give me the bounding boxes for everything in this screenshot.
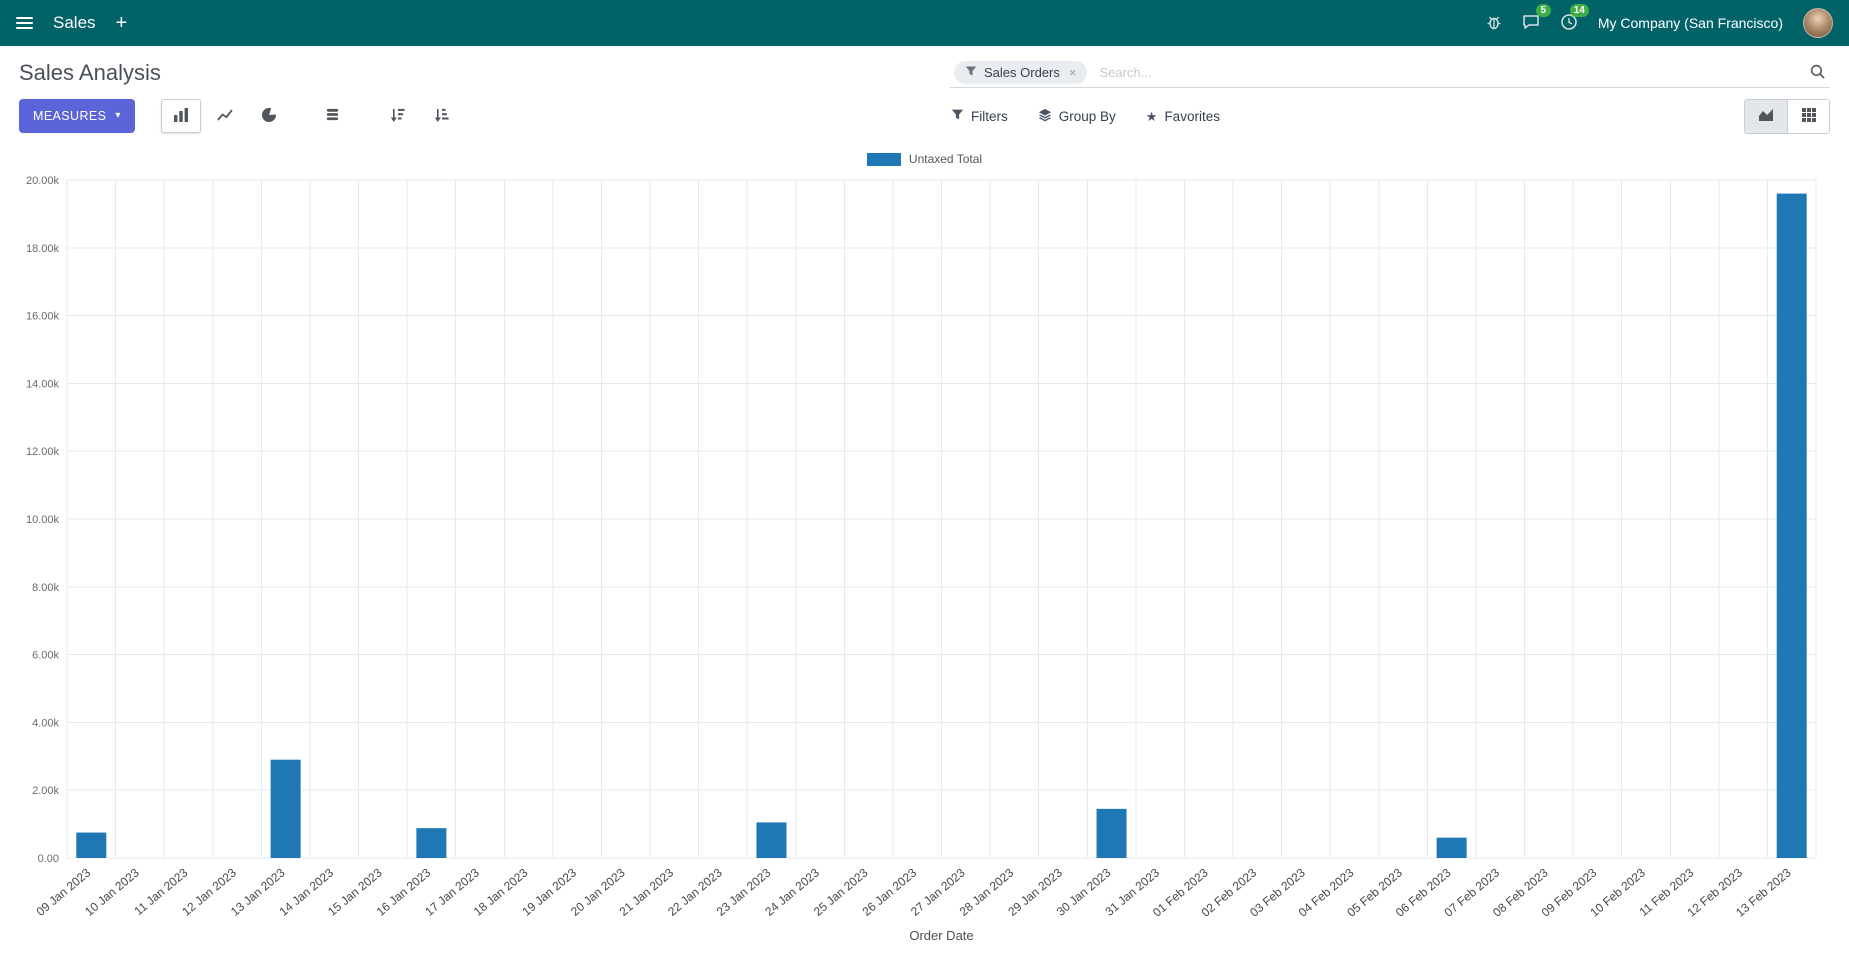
stacked-icon: [325, 107, 340, 125]
y-tick-label: 2.00k: [32, 785, 59, 797]
app-name[interactable]: Sales: [53, 13, 96, 32]
user-menu-button[interactable]: [1803, 8, 1833, 38]
company-switcher[interactable]: My Company (San Francisco): [1597, 15, 1783, 31]
y-tick-label: 12.00k: [26, 446, 60, 458]
stacked-toggle-button[interactable]: [313, 99, 353, 133]
messages-badge: 5: [1535, 3, 1551, 17]
measures-label: MEASURES: [33, 109, 107, 123]
graph-view-button[interactable]: [1745, 100, 1787, 133]
line-chart-button[interactable]: [205, 99, 245, 133]
message-bubble-icon: [1522, 13, 1540, 34]
control-panel: Sales Analysis Sales Orders ×: [0, 46, 1849, 144]
favorites-label: Favorites: [1164, 108, 1220, 124]
pie-chart-icon: [261, 107, 277, 126]
bar-chart: 0.00 2.00k 4.00k 6.00k 8.00k 10.00k 12.00k 14.0…: [26, 175, 1817, 943]
layers-icon: [1038, 108, 1052, 125]
y-tick-label: 8.00k: [32, 582, 59, 594]
legend-label: Untaxed Total: [908, 152, 983, 166]
sort-group: [377, 99, 461, 133]
navbar: Sales + 5 14 My Company (San Francisco): [0, 0, 1849, 46]
y-tick-label: 14.00k: [26, 378, 60, 390]
filter-icon: [951, 108, 964, 124]
bar-chart-button[interactable]: [160, 99, 201, 133]
breadcrumb-row: Sales Analysis Sales Orders ×: [19, 58, 1830, 88]
pie-chart-button[interactable]: [249, 99, 289, 133]
navbar-left: Sales +: [10, 11, 133, 35]
activities-badge: 14: [1569, 3, 1589, 17]
pivot-view-button[interactable]: [1787, 100, 1829, 133]
search-input[interactable]: [1097, 64, 1799, 81]
bar[interactable]: [416, 828, 447, 858]
bug-icon: [1486, 14, 1502, 33]
activities-button[interactable]: 14: [1560, 3, 1589, 34]
toolbar-row: MEASURES ▾: [19, 98, 1830, 134]
search-icon: [1809, 63, 1826, 83]
caret-down-icon: ▾: [115, 110, 121, 121]
y-tick-label: 20.00k: [26, 175, 60, 187]
sort-descending-button[interactable]: [421, 99, 461, 133]
bar[interactable]: [270, 759, 301, 858]
legend-swatch: [866, 152, 901, 166]
y-tick-label: 6.00k: [32, 650, 59, 662]
messages-button[interactable]: 5: [1522, 3, 1551, 34]
star-icon: ★: [1145, 108, 1158, 124]
chart-area: Untaxed Total 0.00 2.00k 4.00k 6.00k 8.00k 10…: [0, 144, 1849, 948]
group-by-label: Group By: [1058, 108, 1116, 124]
y-tick-label: 16.00k: [26, 311, 60, 323]
filters-label: Filters: [971, 108, 1008, 124]
sort-ascending-icon: [389, 107, 405, 126]
search-bar[interactable]: Sales Orders ×: [950, 58, 1830, 88]
bar-chart-icon: [173, 107, 189, 126]
bar[interactable]: [1436, 837, 1467, 858]
add-tab-button[interactable]: +: [110, 11, 134, 35]
y-tick-label: 4.00k: [32, 717, 59, 729]
filter-icon: [965, 65, 977, 80]
view-switcher: [1744, 99, 1830, 134]
bar[interactable]: [76, 832, 107, 858]
chart-type-group: [160, 99, 289, 133]
filters-button[interactable]: Filters: [951, 108, 1008, 124]
area-chart-icon: [1758, 107, 1774, 126]
bar[interactable]: [1096, 808, 1127, 858]
y-tick-label: 10.00k: [26, 514, 60, 526]
measures-button[interactable]: MEASURES ▾: [19, 99, 135, 133]
y-tick-label: 0.00: [38, 853, 59, 865]
search-facet[interactable]: Sales Orders ×: [954, 61, 1088, 84]
y-tick-label: 18.00k: [26, 243, 60, 255]
bar[interactable]: [1776, 193, 1807, 858]
facet-remove-button[interactable]: ×: [1068, 65, 1077, 80]
sort-ascending-button[interactable]: [377, 99, 417, 133]
line-chart-icon: [217, 107, 233, 126]
pivot-grid-icon: [1801, 107, 1817, 126]
favorites-button[interactable]: ★ Favorites: [1146, 109, 1220, 124]
page-title: Sales Analysis: [19, 60, 161, 85]
main-content: Sales Analysis Sales Orders ×: [0, 46, 1849, 948]
navbar-systray: 5 14 My Company (San Francisco): [1486, 3, 1833, 38]
plus-icon: +: [115, 12, 128, 34]
bar[interactable]: [756, 822, 787, 858]
apps-menu-button[interactable]: [10, 11, 39, 35]
search-options: Filters Group By ★ Favorites: [951, 98, 1220, 134]
avatar: [1803, 8, 1833, 38]
hamburger-icon: [16, 17, 33, 19]
sort-descending-icon: [433, 107, 449, 126]
chart-legend[interactable]: Untaxed Total: [19, 148, 1830, 170]
group-by-button[interactable]: Group By: [1038, 108, 1116, 125]
debug-button[interactable]: [1486, 14, 1502, 33]
x-axis-title: Order Date: [909, 928, 973, 943]
facet-label: Sales Orders: [984, 65, 1060, 80]
search-button[interactable]: [1809, 63, 1826, 83]
clock-icon: [1560, 13, 1578, 34]
